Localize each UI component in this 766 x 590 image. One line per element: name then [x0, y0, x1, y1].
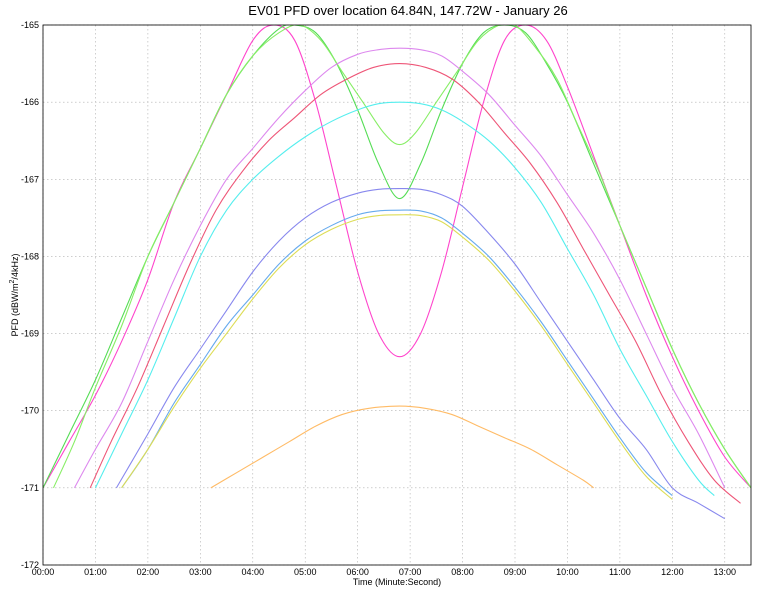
x-axis-label: Time (Minute:Second): [353, 577, 441, 587]
x-tick-label: 03:00: [189, 567, 212, 577]
x-tick-label: 07:00: [399, 567, 422, 577]
y-tick-labels: -165 -166 -167 -168 -169 -170 -171 -172: [21, 20, 39, 570]
y-tick-label: -171: [21, 483, 39, 493]
y-tick-label: -169: [21, 329, 39, 339]
y-tick-label: -166: [21, 97, 39, 107]
series-line-1: [43, 25, 751, 489]
x-tick-label: 12:00: [661, 567, 684, 577]
x-tick-label: 13:00: [714, 567, 737, 577]
y-axis-label-prefix: PFD (dBW/m: [10, 283, 20, 336]
series-group: [43, 25, 751, 520]
x-tick-label: 06:00: [346, 567, 369, 577]
x-tick-label: 10:00: [556, 567, 579, 577]
series-line-9: [121, 214, 673, 500]
y-axis-label-suffix: /4kHz): [10, 254, 20, 280]
series-line-6: [94, 101, 715, 496]
chart-title: EV01 PFD over location 64.84N, 147.72W -…: [248, 3, 567, 18]
series-line-8: [121, 209, 673, 496]
y-axis-label-superscript: 2: [9, 279, 16, 283]
y-tick-label: -170: [21, 406, 39, 416]
x-tick-label: 05:00: [294, 567, 317, 577]
series-line-2: [43, 25, 751, 489]
y-tick-label: -168: [21, 251, 39, 261]
y-tick-label: -165: [21, 20, 39, 30]
series-line-4: [73, 47, 726, 489]
x-tick-label: 08:00: [451, 567, 474, 577]
x-tick-label: 09:00: [504, 567, 527, 577]
x-tick-label: 04:00: [242, 567, 265, 577]
series-line-10: [210, 405, 595, 489]
x-tick-label: 11:00: [609, 567, 631, 577]
y-tick-label: -167: [21, 174, 39, 184]
y-tick-label: -172: [21, 560, 39, 570]
plot-frame: [42, 24, 752, 566]
x-tick-label: 01:00: [84, 567, 107, 577]
x-tick-label: 00:00: [32, 567, 55, 577]
y-axis-label: PFD (dBW/m2/4kHz): [9, 254, 20, 337]
series-line-7: [115, 187, 726, 520]
series-line-5: [89, 63, 741, 504]
x-tick-label: 02:00: [137, 567, 160, 577]
grid-lines: [42, 24, 751, 566]
series-line-3: [52, 25, 751, 489]
x-tick-labels: 00:00 01:00 02:00 03:00 04:00 05:00 06:00 07:00…: [32, 567, 736, 577]
